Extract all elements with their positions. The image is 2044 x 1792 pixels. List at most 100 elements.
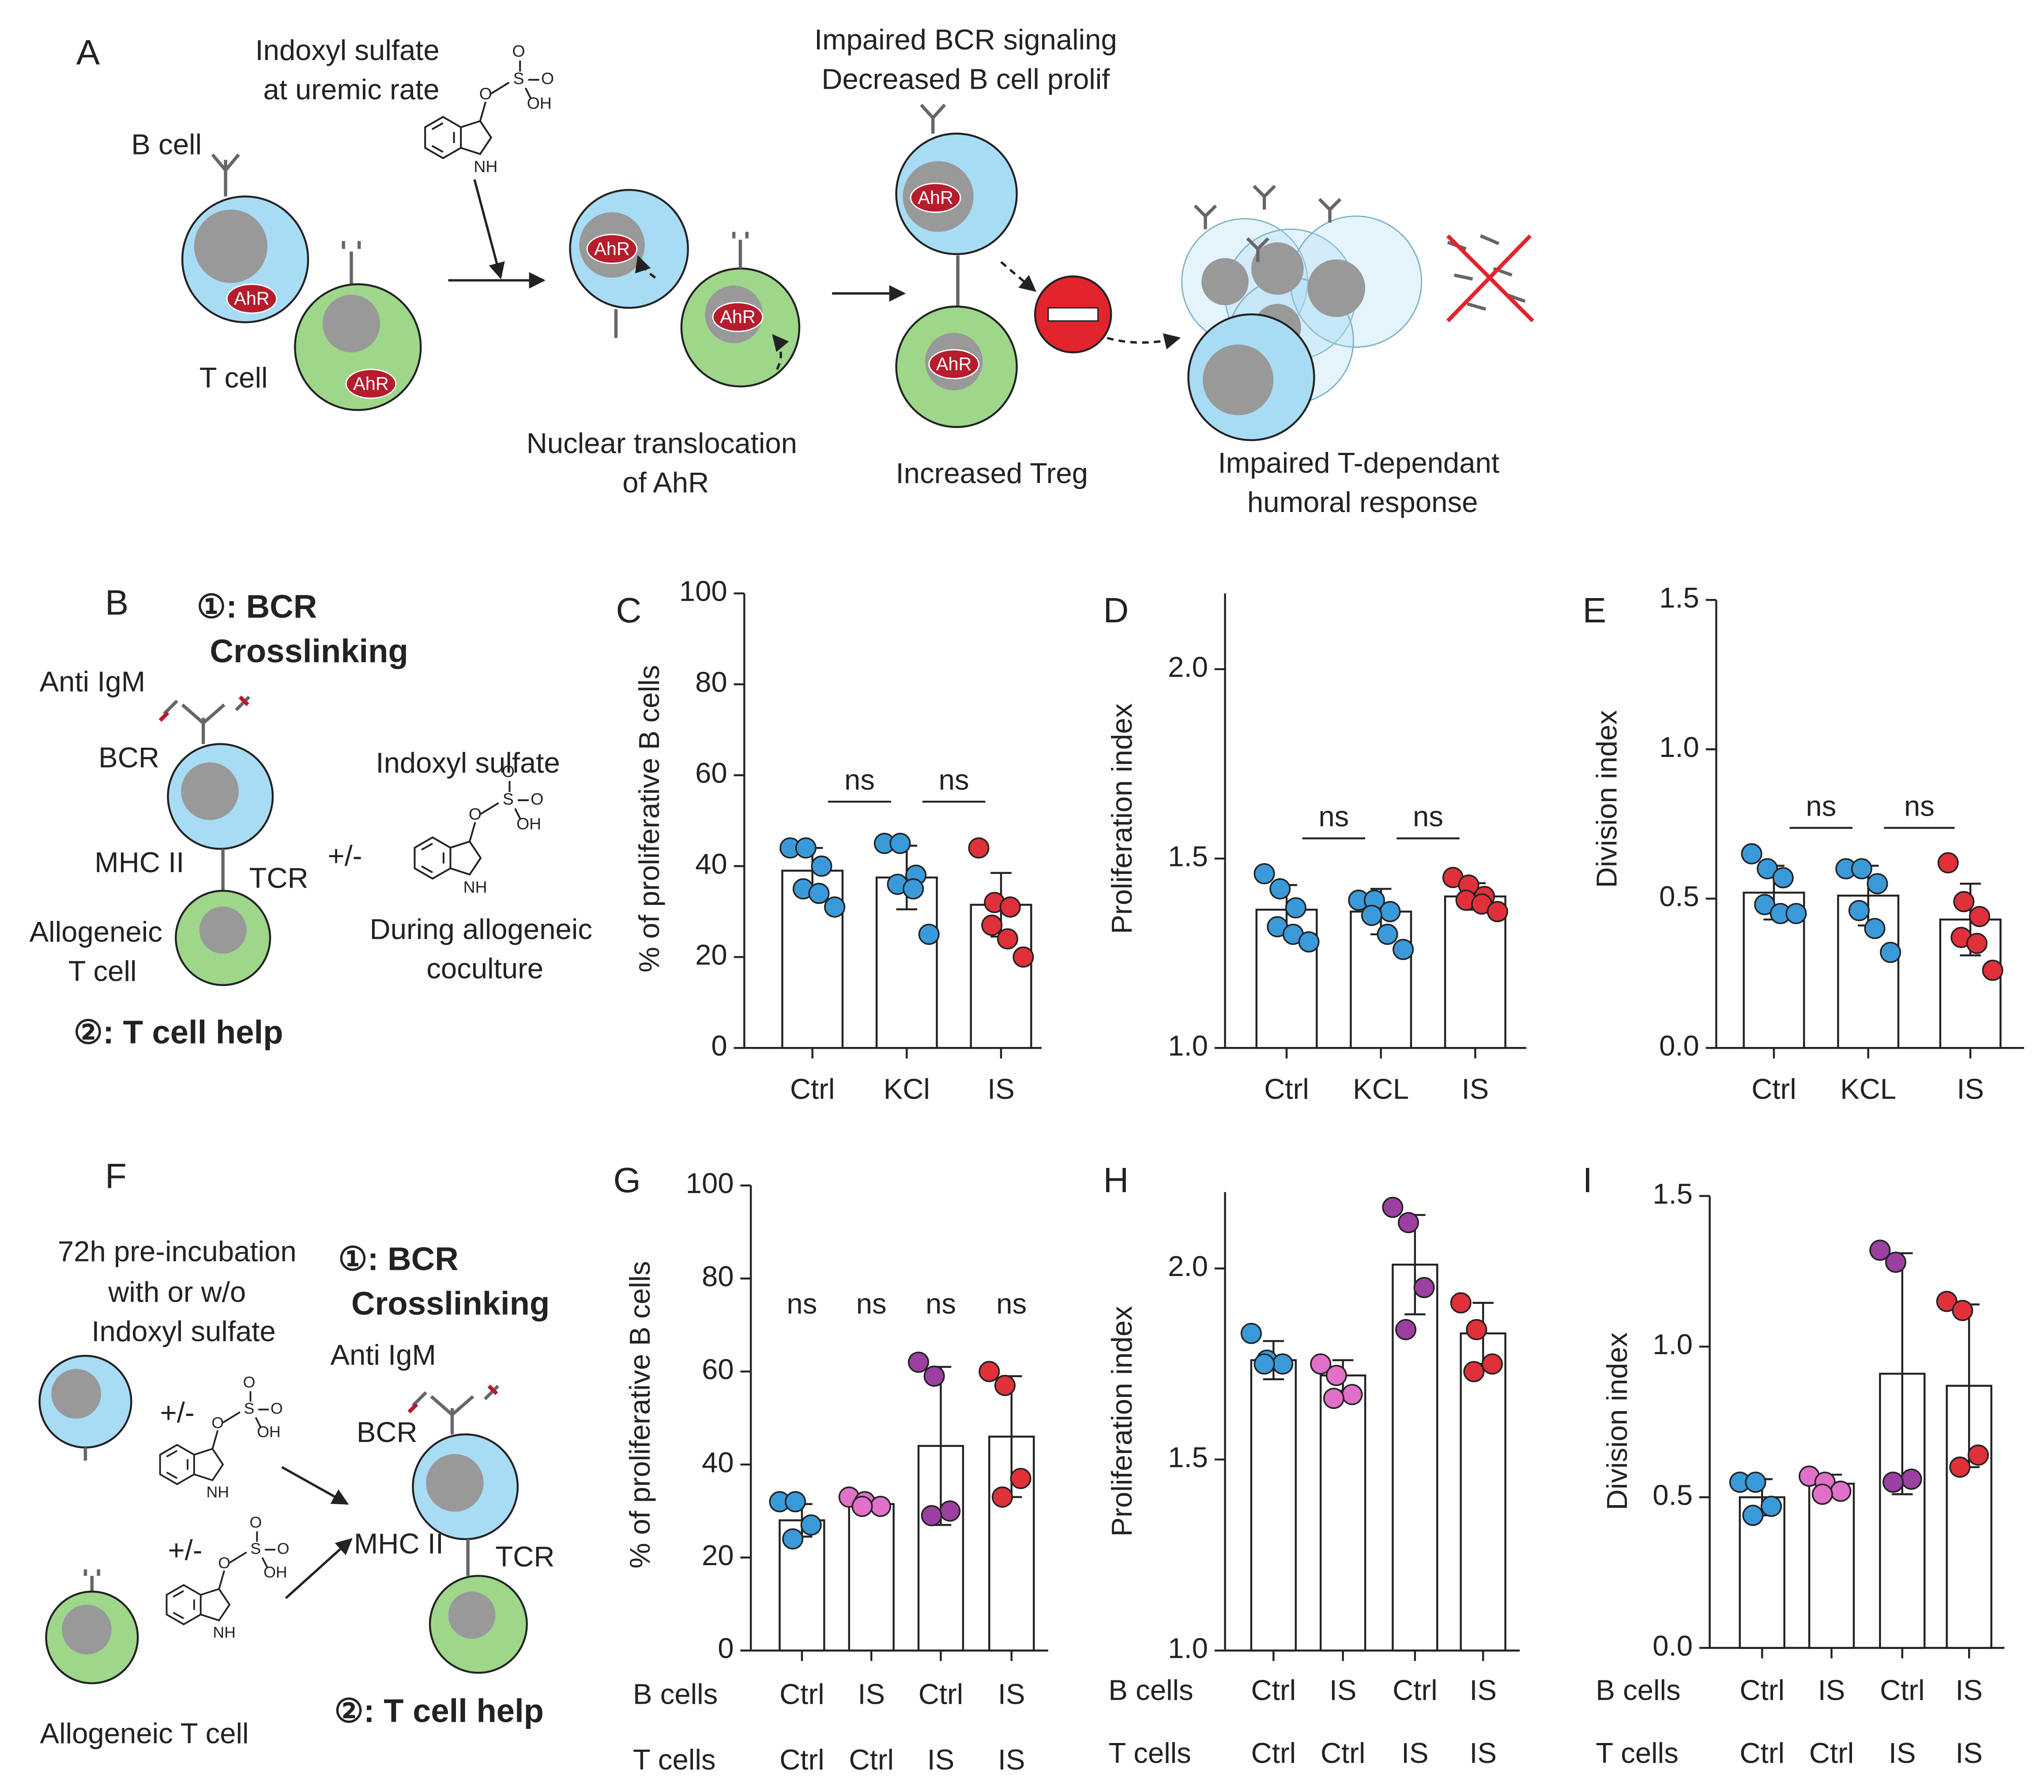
data-point — [1010, 1468, 1031, 1489]
bar — [1250, 1359, 1297, 1652]
x-tick-label: IS — [1889, 1737, 1916, 1769]
label: Allogeneic T cell — [40, 1717, 249, 1750]
receptor — [732, 232, 749, 269]
nucleus — [426, 1454, 484, 1512]
atom-label: O — [531, 790, 543, 808]
row-label: T cells — [1108, 1737, 1191, 1769]
data-point — [1395, 1319, 1417, 1340]
ring — [460, 60, 539, 155]
y-tick-label: 1.5 — [1168, 1441, 1208, 1473]
atom-label: OH — [527, 94, 552, 113]
y-tick-label: 0.0 — [1659, 1030, 1699, 1062]
arrow — [281, 1466, 349, 1505]
atom-label: O — [469, 805, 482, 823]
y-axis-title: Division index — [1590, 710, 1622, 888]
data-point — [1323, 1388, 1344, 1409]
data-point — [1830, 1480, 1852, 1502]
panel-letter: B — [105, 582, 128, 622]
label: BCR — [98, 742, 159, 774]
significance: ns — [787, 1288, 817, 1320]
anti-igm — [158, 695, 249, 722]
atom-label: O — [512, 41, 525, 60]
row-label: T cells — [633, 1743, 715, 1776]
data-point — [981, 915, 1003, 936]
data-point — [1982, 960, 2003, 981]
label: TCR — [249, 862, 308, 894]
data-point — [1487, 901, 1508, 922]
y-tick-label: 100 — [686, 1167, 734, 1199]
data-point — [1310, 1353, 1332, 1375]
label: ②: T cell help — [74, 1014, 283, 1050]
data-point — [1966, 933, 1988, 954]
data-point — [1864, 918, 1886, 939]
data-point — [1785, 903, 1807, 924]
data-point — [1952, 1299, 1973, 1321]
panel-letter: E — [1583, 590, 1606, 630]
atom-label: NH — [463, 877, 487, 896]
cross — [1446, 234, 1535, 323]
y-tick-label: 40 — [695, 848, 727, 880]
receptors — [1193, 184, 1342, 262]
atom-label: O — [211, 1414, 224, 1431]
atom-label: O — [502, 762, 515, 781]
significance: ns — [926, 1288, 956, 1320]
atom-label: O — [243, 1373, 256, 1391]
label: +/- — [328, 840, 362, 872]
label: ①: BCR — [338, 1241, 459, 1277]
x-tick-label: Ctrl — [1880, 1674, 1925, 1706]
data-point — [811, 855, 832, 877]
y-tick-label: 80 — [702, 1260, 734, 1292]
atom-label: NH — [207, 1483, 229, 1501]
receptor — [920, 103, 946, 134]
x-tick-label: KCl — [884, 1073, 930, 1105]
panel-letter: G — [614, 1160, 641, 1200]
data-point — [1869, 1239, 1891, 1261]
label: Allogeneic — [30, 915, 162, 948]
stop-bar — [1047, 307, 1099, 322]
y-tick-label: 60 — [695, 757, 727, 789]
chart: G % of proliferative B cells 0 20 40 60 80 100 B… — [614, 1160, 1048, 1776]
x-tick-label: Ctrl — [1740, 1737, 1785, 1769]
y-tick-label: 1.0 — [1653, 1328, 1693, 1360]
data-point — [1811, 1483, 1833, 1505]
y-tick-label: 20 — [702, 1539, 734, 1571]
nucleus — [194, 209, 268, 283]
data-point — [1254, 863, 1275, 885]
y-tick-label: 0.5 — [1653, 1479, 1693, 1511]
data-point — [808, 883, 830, 904]
data-point — [1463, 1361, 1485, 1382]
label: Nuclear translocation — [527, 427, 797, 459]
y-tick-label: 1.5 — [1168, 840, 1208, 872]
label: humoral response — [1247, 486, 1478, 518]
ahr — [586, 233, 638, 264]
x-tick-label: KCL — [1353, 1073, 1409, 1105]
y-tick-label: 20 — [695, 939, 727, 971]
chart: E Division index 0.0 0.5 1.0 1.5 Ctrl KCL IS ns ns — [1583, 582, 2024, 1105]
y-axis-title: Division index — [1601, 1333, 1633, 1510]
x-tick-label: Ctrl — [790, 1073, 835, 1105]
ahr — [345, 369, 397, 399]
x-tick-label: Ctrl — [1740, 1674, 1785, 1706]
atom-label: S — [244, 1400, 255, 1417]
x-tick-label: IS — [1401, 1737, 1429, 1769]
data-point — [1754, 894, 1776, 915]
x-tick-label: IS — [1469, 1737, 1497, 1769]
data-point — [785, 1491, 806, 1513]
panel-letter: C — [616, 590, 641, 630]
ahr — [928, 349, 980, 380]
y-tick-label: 1.5 — [1659, 582, 1699, 614]
label: Crosslinking — [351, 1285, 550, 1322]
y-tick-label: 1.0 — [1168, 1632, 1208, 1664]
x-tick-label: Ctrl — [1264, 1073, 1309, 1105]
data-point — [1937, 852, 1959, 873]
data-point — [1772, 867, 1794, 888]
arrow — [473, 179, 505, 279]
y-tick-label: 100 — [679, 575, 727, 607]
label: T cell — [200, 361, 268, 394]
label: at uremic rate — [263, 73, 439, 105]
ahr-label: AhR — [918, 187, 953, 208]
